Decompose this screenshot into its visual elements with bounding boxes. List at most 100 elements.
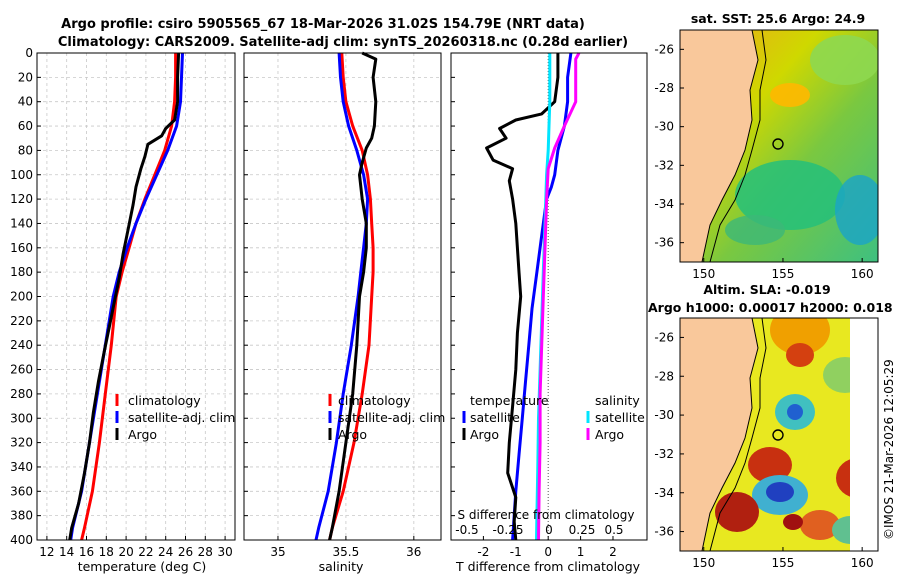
y-tick-label: 220 bbox=[10, 314, 33, 328]
x-tick-label: 2 bbox=[609, 545, 617, 559]
map-y-tick-label: -36 bbox=[654, 236, 674, 250]
map-y-tick-label: -30 bbox=[654, 408, 674, 422]
map-y-tick-label: -34 bbox=[654, 486, 674, 500]
title-line1: Argo profile: csiro 5905565_67 18-Mar-20… bbox=[61, 17, 585, 32]
imos-timestamp-label: ©IMOS 21-Mar-2026 12:05:29 bbox=[882, 359, 896, 540]
salinity-xlabel: salinity bbox=[319, 559, 364, 574]
legend-argo-label: Argo bbox=[338, 427, 367, 442]
coastline bbox=[701, 30, 759, 262]
sla-patch bbox=[715, 492, 759, 532]
salinity-panel: 35 35.5 36 bbox=[243, 51, 442, 559]
series-line-climatology bbox=[80, 53, 178, 541]
y-tick-label: 120 bbox=[10, 192, 33, 206]
y-tick-label: 320 bbox=[10, 436, 33, 450]
map-y-tick-label: -26 bbox=[654, 42, 674, 56]
y-tick-label: 280 bbox=[10, 387, 33, 401]
x-tick-label: 12 bbox=[39, 545, 54, 559]
y-tick-label: 380 bbox=[10, 509, 33, 523]
s-tick: 0 bbox=[545, 523, 553, 537]
x-tick-label: 35.5 bbox=[333, 545, 360, 559]
title-line2: Climatology: CARS2009. Satellite-adj cli… bbox=[58, 35, 628, 50]
x-tick-label: 35 bbox=[270, 545, 285, 559]
y-tick-label: 180 bbox=[10, 265, 33, 279]
isobath bbox=[709, 318, 767, 551]
series-line-satellite-adj-clim bbox=[314, 52, 370, 541]
y-tick-label: 40 bbox=[18, 95, 33, 109]
legend-s-satellite-label: satellite bbox=[595, 410, 645, 425]
map-x-tick-label: 150 bbox=[692, 556, 715, 570]
map-y-tick-label: -28 bbox=[654, 81, 674, 95]
sla-patch bbox=[787, 404, 803, 420]
series-line-t-argo bbox=[485, 53, 560, 541]
y-tick-label: 200 bbox=[10, 290, 33, 304]
x-tick-label: 24 bbox=[158, 545, 173, 559]
sla-patch bbox=[766, 482, 794, 502]
x-tick-label: 30 bbox=[217, 545, 232, 559]
sla-map-frame bbox=[679, 317, 879, 552]
sla-patch bbox=[786, 343, 814, 367]
sst-map-title: sat. SST: 25.6 Argo: 24.9 bbox=[691, 11, 865, 26]
map-x-tick-label: 160 bbox=[851, 267, 874, 281]
land-mass bbox=[680, 318, 758, 551]
temperature-legend: climatology satellite-adj. clim Argo bbox=[115, 393, 235, 442]
y-tick-label: 20 bbox=[18, 70, 33, 84]
x-tick-label: 14 bbox=[59, 545, 74, 559]
x-tick-label: 22 bbox=[138, 545, 153, 559]
map-y-tick-label: -36 bbox=[654, 525, 674, 539]
map-x-tick-label: 150 bbox=[692, 267, 715, 281]
x-tick-label: 18 bbox=[99, 545, 114, 559]
sla-map-title: Altim. SLA: -0.019 bbox=[703, 282, 830, 297]
temperature-xlabel: temperature (deg C) bbox=[78, 559, 207, 574]
x-tick-label: 36 bbox=[406, 545, 421, 559]
map-y-tick-label: -34 bbox=[654, 197, 674, 211]
y-tick-label: 400 bbox=[10, 533, 33, 547]
map-y-tick-label: -30 bbox=[654, 120, 674, 134]
y-tick-label: 300 bbox=[10, 411, 33, 425]
map-y-tick-label: -28 bbox=[654, 369, 674, 383]
legend-t-argo-label: Argo bbox=[470, 427, 499, 442]
sst-patch bbox=[835, 175, 878, 245]
difference-panel: -2 -1 0 1 2 bbox=[450, 52, 648, 559]
t-diff-xlabel: T difference from climatology bbox=[455, 559, 641, 574]
sst-patch bbox=[810, 35, 878, 85]
legend-satellite-label: satellite-adj. clim bbox=[338, 410, 445, 425]
y-tick-label: 140 bbox=[10, 216, 33, 230]
x-tick-label: -2 bbox=[477, 545, 489, 559]
y-tick-label: 340 bbox=[10, 460, 33, 474]
sst-patch bbox=[735, 160, 845, 230]
s-tick: -0.25 bbox=[492, 523, 523, 537]
series-line-argo bbox=[68, 52, 181, 541]
legend-temperature-heading: temperature bbox=[470, 393, 549, 408]
sst-patch bbox=[725, 215, 785, 245]
s-tick: 0.25 bbox=[569, 523, 596, 537]
s-diff-ticks: -0.5 -0.25 0 0.25 0.5 bbox=[455, 523, 623, 537]
y-tick-label: 240 bbox=[10, 338, 33, 352]
argo-location-marker bbox=[772, 138, 784, 150]
series-line-argo bbox=[328, 51, 378, 541]
x-tick-label: 16 bbox=[79, 545, 94, 559]
isobath bbox=[709, 30, 767, 262]
sst-map-frame bbox=[679, 29, 879, 263]
legend-salinity-heading: salinity bbox=[595, 393, 640, 408]
sst-map: sat. SST: 25.6 Argo: 24.9 150 155 160 -26 -2… bbox=[654, 11, 879, 281]
x-tick-label: 26 bbox=[178, 545, 193, 559]
legend-climatology-label: climatology bbox=[338, 393, 411, 408]
legend-argo-label: Argo bbox=[128, 427, 157, 442]
series-line-s-argo bbox=[537, 52, 581, 541]
legend-s-argo-label: Argo bbox=[595, 427, 624, 442]
difference-legend: temperature satellite Argo salinity sate… bbox=[462, 393, 645, 442]
s-tick: -0.5 bbox=[455, 523, 478, 537]
map-x-tick-label: 160 bbox=[851, 556, 874, 570]
no-data-strip bbox=[850, 318, 878, 551]
y-tick-label: 80 bbox=[18, 143, 33, 157]
map-y-tick-label: -32 bbox=[654, 447, 674, 461]
y-tick-label: 60 bbox=[18, 119, 33, 133]
sla-patch bbox=[800, 510, 840, 540]
salinity-legend: climatology satellite-adj. clim Argo bbox=[328, 393, 445, 442]
y-tick-label: 260 bbox=[10, 363, 33, 377]
sla-patch bbox=[783, 514, 803, 530]
s-tick: 0.5 bbox=[604, 523, 623, 537]
land-mass bbox=[680, 30, 758, 262]
y-tick-label: 160 bbox=[10, 241, 33, 255]
